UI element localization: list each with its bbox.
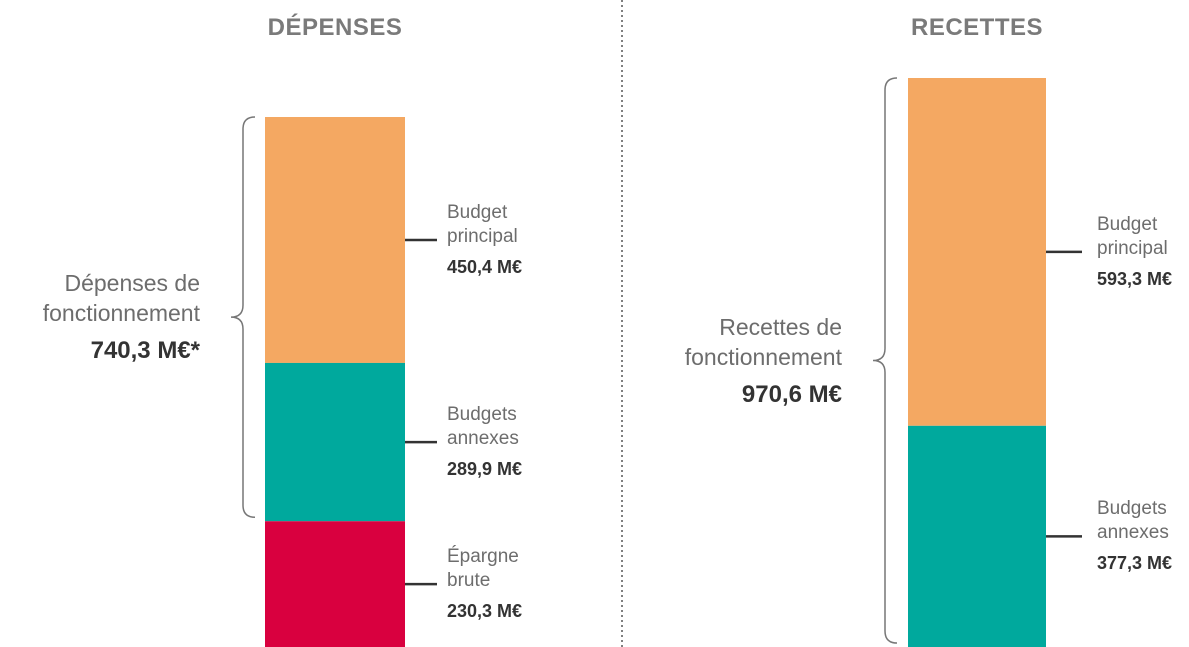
bracket-name: Recettes de fonctionnement	[684, 313, 842, 370]
bracket-value: 740,3 M€*	[90, 337, 200, 365]
segment-name: Budget principal	[1097, 213, 1168, 259]
bracket-value: 970,6 M€	[741, 380, 842, 408]
bracket-name: Dépenses de fonctionnement	[42, 270, 200, 327]
segment-label: Budget principal 593,3 M€	[1097, 213, 1189, 291]
segment-name: Épargne brute	[447, 546, 519, 592]
bracket	[872, 77, 898, 644]
segment-value: 593,3 M€	[1097, 268, 1173, 289]
segment-label: Budgets annexes 377,3 M€	[1097, 497, 1189, 575]
bracket-label: Recettes de fonctionnement 970,6 M€	[642, 312, 842, 410]
segment-value: 450,4 M€	[447, 256, 523, 277]
bar-segment	[265, 521, 405, 647]
segment-name: Budgets annexes	[447, 404, 519, 450]
segment-name: Budget principal	[447, 201, 518, 247]
chart-title: RECETTES	[910, 14, 1044, 41]
segment-label: Budget principal 450,4 M€	[447, 201, 557, 279]
bar-segment	[908, 425, 1046, 647]
segment-value: 377,3 M€	[1097, 553, 1173, 574]
bar-segment	[908, 78, 1046, 426]
segment-label: Épargne brute 230,3 M€	[447, 545, 557, 623]
bar-segment	[265, 362, 405, 522]
bracket-label: Dépenses de fonctionnement 740,3 M€*	[0, 268, 200, 366]
bar-segment	[265, 117, 405, 363]
chart-title: DÉPENSES	[267, 14, 403, 41]
segment-name: Budgets annexes	[1097, 498, 1169, 544]
segment-value: 230,3 M€	[447, 601, 523, 622]
segment-label: Budgets annexes 289,9 M€	[447, 403, 557, 481]
segment-value: 289,9 M€	[447, 459, 523, 480]
bracket	[230, 116, 256, 518]
